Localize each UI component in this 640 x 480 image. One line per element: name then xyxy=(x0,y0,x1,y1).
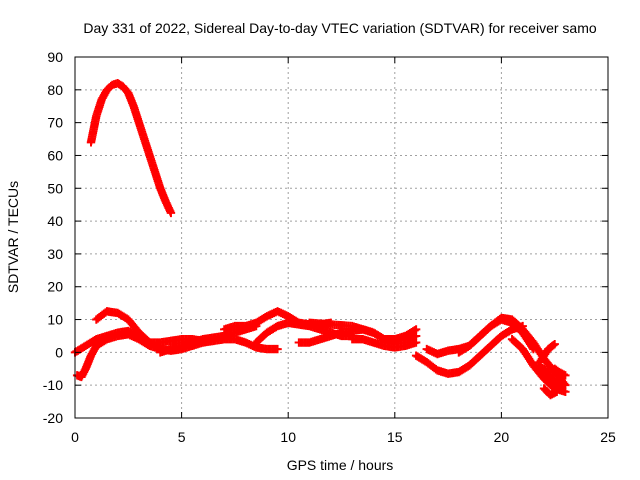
series-track-18 xyxy=(535,339,559,367)
data-point xyxy=(561,380,570,390)
plot-frame xyxy=(74,56,609,419)
y-tick-label: 10 xyxy=(47,312,63,328)
x-tick-label: 15 xyxy=(387,429,403,445)
y-tick-label: -20 xyxy=(43,410,63,426)
data-point xyxy=(166,208,176,218)
series-track-6 xyxy=(188,335,282,354)
data-point xyxy=(550,339,559,349)
series-track-10 xyxy=(305,318,421,346)
y-tick-label: 70 xyxy=(47,115,63,131)
x-tick-label: 25 xyxy=(600,429,616,445)
chart-title: Day 331 of 2022, Sidereal Day-to-day VTE… xyxy=(83,20,596,36)
series-track-11 xyxy=(347,335,421,352)
y-tick-label: -10 xyxy=(43,377,63,393)
y-tick-label: 80 xyxy=(47,82,63,98)
data-point xyxy=(556,384,566,393)
series-track-17 xyxy=(539,384,562,400)
x-axis-label: GPS time / hours xyxy=(287,457,394,473)
data-point xyxy=(411,338,421,347)
data-point xyxy=(411,331,421,341)
y-axis-label: SDTVAR / TECUs xyxy=(5,181,21,293)
x-tick-label: 20 xyxy=(494,429,510,445)
grid xyxy=(75,57,608,418)
data-point xyxy=(561,371,570,380)
x-tick-label: 5 xyxy=(178,429,186,445)
y-tick-label: 50 xyxy=(47,180,63,196)
y-tick-label: 60 xyxy=(47,147,63,163)
y-tick-label: 0 xyxy=(55,344,63,360)
data-point xyxy=(273,344,282,354)
data-point xyxy=(561,387,570,396)
x-tick-label: 10 xyxy=(280,429,296,445)
tick-labels: 0 5 10 15 20 25 -20 -10 0 10 20 30 40 50 60 70 80 90 xyxy=(43,49,616,445)
data-point xyxy=(411,325,421,334)
series-track-4 xyxy=(70,326,208,357)
series-track-1 xyxy=(86,79,176,218)
series-track-16 xyxy=(529,361,566,393)
y-tick-label: 40 xyxy=(47,213,63,229)
series-track-19 xyxy=(550,364,570,380)
y-tick-label: 20 xyxy=(47,279,63,295)
ticks xyxy=(74,56,609,419)
y-tick-label: 30 xyxy=(47,246,63,262)
data-point xyxy=(552,387,562,396)
x-tick-label: 0 xyxy=(71,429,79,445)
y-tick-label: 90 xyxy=(47,49,63,65)
data-layer xyxy=(70,79,570,400)
